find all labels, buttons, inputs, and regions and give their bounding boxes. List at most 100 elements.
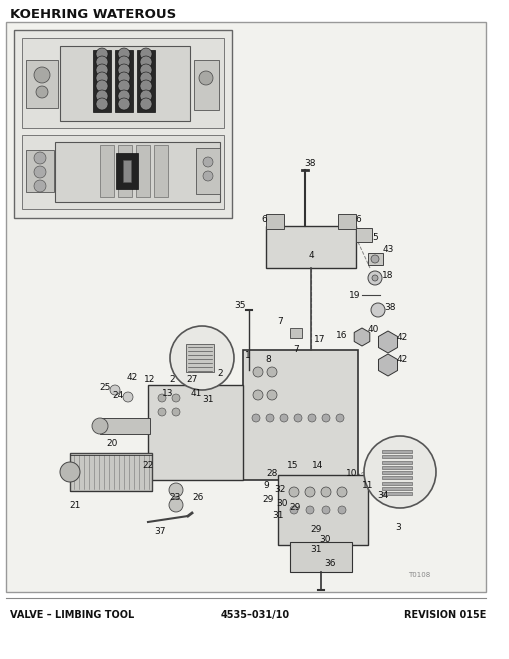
- Text: 40: 40: [366, 326, 378, 335]
- Text: 13: 13: [162, 389, 174, 397]
- Circle shape: [96, 56, 108, 68]
- Circle shape: [169, 326, 234, 390]
- Bar: [93, 50, 111, 112]
- Circle shape: [110, 385, 120, 395]
- Circle shape: [140, 98, 152, 110]
- Bar: [137, 50, 155, 112]
- Text: 41: 41: [190, 389, 201, 397]
- Text: T0108: T0108: [407, 572, 429, 578]
- Circle shape: [140, 80, 152, 92]
- Circle shape: [140, 56, 152, 68]
- Text: 38: 38: [383, 304, 395, 312]
- Text: 15: 15: [287, 461, 298, 469]
- Text: 42: 42: [395, 333, 407, 343]
- Circle shape: [118, 64, 130, 76]
- Circle shape: [168, 498, 183, 512]
- Text: 11: 11: [361, 480, 373, 490]
- Circle shape: [293, 414, 301, 422]
- Bar: [381, 455, 411, 458]
- Bar: [195, 148, 219, 194]
- Text: 31: 31: [309, 546, 321, 554]
- Bar: [123, 160, 131, 182]
- Text: 16: 16: [335, 331, 347, 339]
- Bar: [193, 60, 218, 110]
- Bar: [277, 475, 367, 545]
- Text: 22: 22: [142, 461, 153, 469]
- Circle shape: [367, 271, 381, 285]
- Text: 6: 6: [354, 215, 360, 225]
- Text: 25: 25: [99, 384, 110, 393]
- Circle shape: [118, 56, 130, 68]
- Text: 20: 20: [106, 438, 118, 447]
- Circle shape: [289, 487, 298, 497]
- Bar: [266, 214, 284, 229]
- Text: 42: 42: [126, 374, 137, 382]
- Text: 4535–031/10: 4535–031/10: [220, 610, 289, 620]
- Text: 32: 32: [274, 486, 285, 494]
- Circle shape: [252, 390, 263, 400]
- Bar: [6, 22, 485, 592]
- Circle shape: [168, 483, 183, 497]
- Text: 2: 2: [169, 376, 175, 384]
- Text: VALVE – LIMBING TOOL: VALVE – LIMBING TOOL: [10, 610, 134, 620]
- Bar: [290, 542, 351, 572]
- Circle shape: [267, 367, 276, 377]
- Circle shape: [321, 414, 329, 422]
- Text: 5: 5: [372, 233, 377, 241]
- Circle shape: [199, 71, 213, 85]
- Circle shape: [335, 414, 344, 422]
- Circle shape: [34, 166, 46, 178]
- Circle shape: [266, 414, 273, 422]
- Circle shape: [60, 462, 80, 482]
- Text: 23: 23: [169, 494, 180, 503]
- Text: 30: 30: [319, 536, 330, 544]
- Circle shape: [123, 392, 133, 402]
- Text: 7: 7: [276, 318, 282, 326]
- Circle shape: [304, 487, 315, 497]
- Text: 29: 29: [262, 496, 273, 505]
- Bar: [381, 492, 411, 495]
- Circle shape: [305, 506, 314, 514]
- Text: 30: 30: [276, 498, 287, 507]
- Bar: [14, 30, 232, 218]
- Circle shape: [158, 408, 165, 416]
- Text: 35: 35: [234, 301, 245, 310]
- Circle shape: [140, 72, 152, 84]
- Text: 18: 18: [382, 270, 393, 279]
- Circle shape: [370, 303, 384, 317]
- Circle shape: [370, 255, 378, 263]
- Circle shape: [96, 48, 108, 60]
- Bar: [60, 46, 190, 121]
- Circle shape: [118, 90, 130, 102]
- Text: 43: 43: [382, 246, 393, 254]
- Text: 31: 31: [272, 511, 283, 519]
- Text: 7: 7: [293, 345, 298, 355]
- Text: 27: 27: [186, 376, 197, 384]
- Circle shape: [140, 64, 152, 76]
- Text: 1: 1: [245, 351, 250, 360]
- Circle shape: [92, 418, 108, 434]
- Circle shape: [96, 72, 108, 84]
- Polygon shape: [378, 331, 397, 353]
- Bar: [115, 50, 133, 112]
- Bar: [70, 453, 152, 491]
- Bar: [136, 145, 150, 197]
- Circle shape: [203, 171, 213, 181]
- Circle shape: [34, 180, 46, 192]
- Text: 24: 24: [112, 391, 123, 399]
- Text: 34: 34: [377, 490, 388, 500]
- Circle shape: [118, 80, 130, 92]
- Circle shape: [251, 414, 260, 422]
- Bar: [381, 487, 411, 490]
- Circle shape: [290, 506, 297, 514]
- Circle shape: [140, 90, 152, 102]
- Bar: [118, 145, 132, 197]
- Text: 2: 2: [217, 370, 222, 378]
- Circle shape: [36, 86, 48, 98]
- Text: 28: 28: [266, 469, 277, 478]
- Text: KOEHRING WATEROUS: KOEHRING WATEROUS: [10, 7, 176, 20]
- Bar: [381, 471, 411, 474]
- Text: 31: 31: [202, 395, 213, 405]
- Bar: [337, 214, 355, 229]
- Circle shape: [34, 67, 50, 83]
